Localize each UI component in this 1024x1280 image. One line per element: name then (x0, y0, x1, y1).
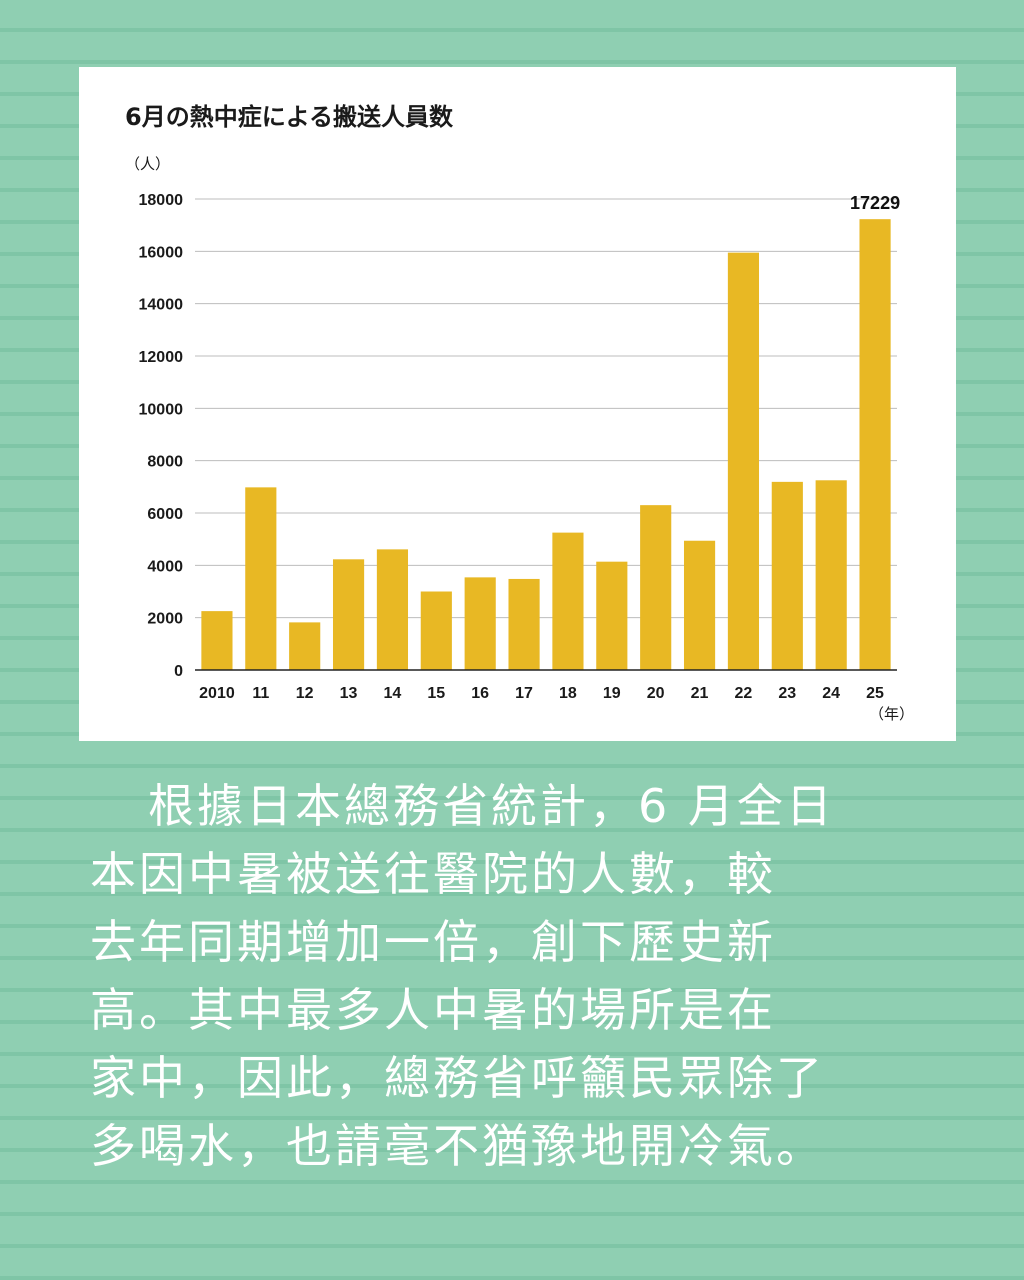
x-tick-label: 12 (296, 685, 314, 702)
x-axis-unit: （年） (869, 705, 915, 723)
bar (245, 487, 277, 670)
bar (332, 559, 365, 670)
x-tick-label: 25 (866, 685, 884, 702)
bar (376, 549, 409, 670)
x-tick-label: 19 (603, 685, 621, 702)
bar (771, 481, 803, 670)
bar (815, 480, 847, 670)
bar (640, 505, 672, 670)
y-tick-label: 14000 (139, 297, 184, 314)
y-tick-label: 2000 (147, 611, 183, 628)
y-tick-label: 16000 (139, 244, 184, 261)
bar (289, 622, 321, 670)
data-label: 17229 (850, 193, 900, 213)
y-tick-label: 6000 (147, 506, 183, 523)
bar (201, 611, 233, 670)
bar (508, 578, 540, 670)
y-tick-label: 18000 (139, 192, 184, 209)
x-tick-label: 15 (427, 685, 445, 702)
y-tick-label: 12000 (139, 349, 184, 366)
bar (464, 577, 496, 670)
x-tick-label: 21 (691, 685, 709, 702)
y-tick-label: 8000 (147, 454, 183, 471)
bar (420, 591, 452, 670)
caption-line: 高。其中最多人中暑的場所是在 (90, 983, 776, 1037)
y-tick-label: 10000 (139, 401, 184, 418)
caption-line: 根據日本總務省統計，6 月全日 (148, 779, 835, 833)
bar (596, 561, 628, 670)
caption-line: 多喝水，也請毫不猶豫地開冷氣。 (90, 1119, 825, 1173)
bar-chart: 0 2000 4000 6000 8000 10000 12000 14000 16000 180… (139, 192, 901, 702)
chart-title: 6月の熱中症による搬送人員数 (125, 103, 453, 131)
x-tick-label: 17 (515, 685, 533, 702)
y-tick-label: 4000 (147, 558, 183, 575)
bar (683, 540, 716, 670)
x-tick-label: 23 (778, 685, 796, 702)
y-axis-unit: （人） (125, 155, 171, 173)
caption-text: 根據日本總務省統計，6 月全日 本因中暑被送往醫院的人數，較 去年同期增加一倍，… (90, 772, 950, 1180)
x-tick-label: 16 (471, 685, 489, 702)
caption-line: 家中，因此，總務省呼籲民眾除了 (90, 1051, 825, 1105)
caption-line: 本因中暑被送往醫院的人數，較 (90, 847, 776, 901)
x-tick-label: 24 (822, 685, 840, 702)
x-tick-label: 18 (559, 685, 577, 702)
y-tick-label: 0 (174, 663, 183, 680)
x-tick-label: 20 (647, 685, 665, 702)
bar (552, 532, 584, 670)
x-tick-label: 22 (735, 685, 753, 702)
x-tick-label: 2010 (199, 685, 235, 702)
chart-card: 6月の熱中症による搬送人員数 （人） 0 2000 4000 6000 8000 1000… (79, 67, 956, 741)
x-tick-label: 11 (252, 685, 269, 702)
bar (727, 252, 760, 670)
x-tick-label: 13 (340, 685, 358, 702)
bar (859, 219, 891, 670)
caption-line: 去年同期增加一倍，創下歷史新 (90, 915, 776, 969)
x-tick-label: 14 (384, 685, 402, 702)
